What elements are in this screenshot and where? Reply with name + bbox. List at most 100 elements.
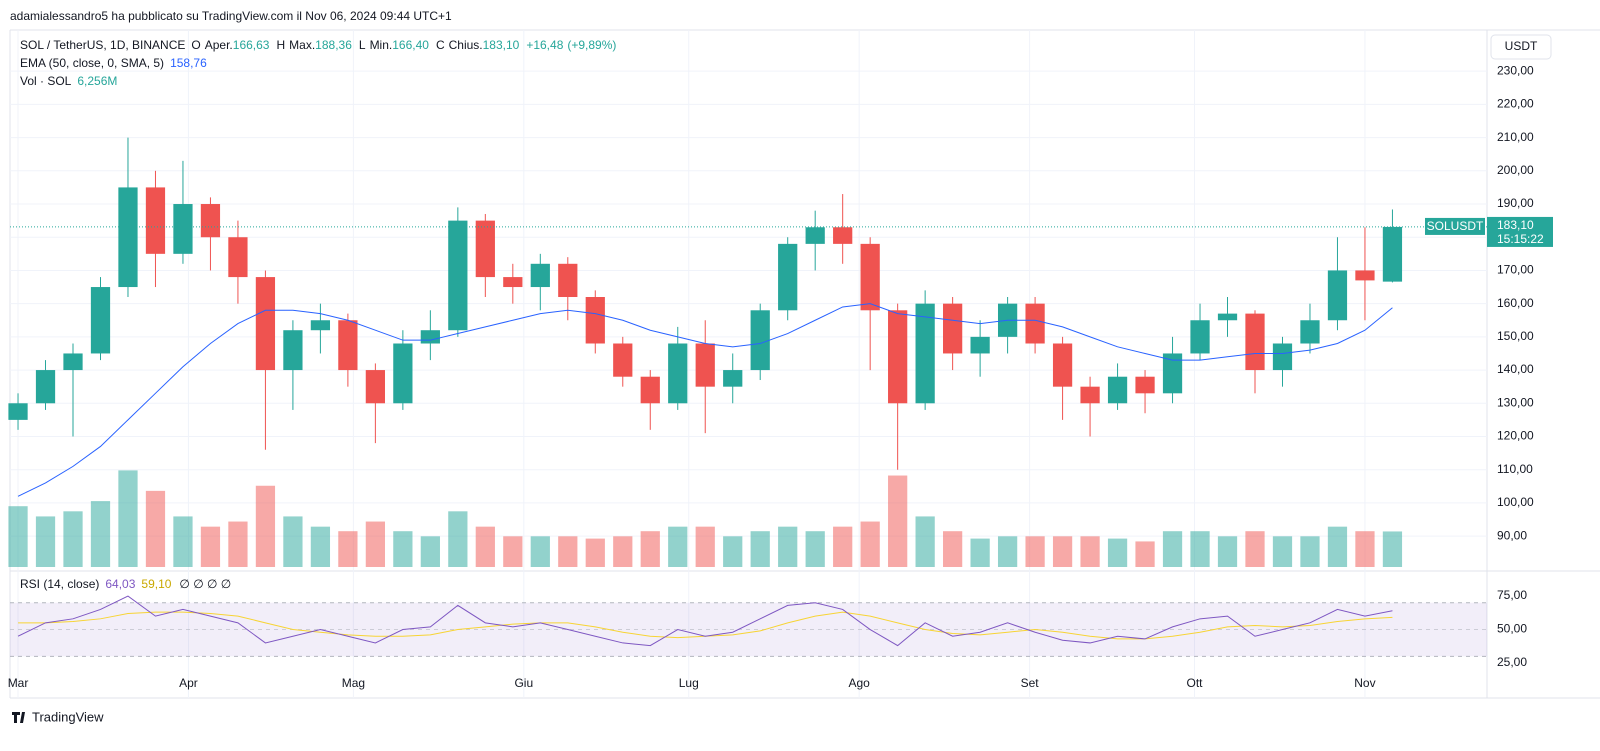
legend-ohlc-name: O (191, 38, 200, 52)
volume-bar (90, 501, 111, 567)
x-tick-label: Giu (514, 676, 533, 690)
legend-ohlc-name: L (359, 38, 366, 52)
volume-bar (475, 526, 495, 567)
volume-value: 6,256M (77, 74, 117, 88)
rsi-tick-label: 75,00 (1497, 588, 1527, 602)
volume-bar (310, 526, 331, 567)
candle-body (860, 243, 880, 311)
y-tick-label: 210,00 (1497, 130, 1534, 144)
volume-bar (1217, 536, 1238, 567)
volume-bar (750, 531, 770, 567)
candle-body (1217, 313, 1238, 321)
volume-bar (695, 526, 715, 567)
candle-body (448, 220, 468, 331)
volume-bar (145, 490, 166, 567)
currency-box[interactable] (1490, 34, 1552, 60)
x-tick-label: Set (1021, 676, 1040, 690)
candle-body (90, 287, 111, 354)
candle-body (585, 297, 605, 344)
candle-body (695, 343, 715, 387)
volume-bar (1327, 526, 1348, 567)
candle-body (1190, 320, 1210, 354)
legend-ohlc-label: Max. (289, 38, 315, 52)
candle-body (35, 370, 56, 404)
legend-ohlc-name: C (436, 38, 445, 52)
candle-body (393, 343, 413, 404)
candle-body (1382, 226, 1403, 282)
y-tick-label: 220,00 (1497, 97, 1534, 111)
symbol-tag: SOLUSDT (1427, 219, 1484, 233)
rsi-tick-label: 50,00 (1497, 622, 1527, 636)
candle-body (310, 320, 331, 331)
candle-body (1272, 343, 1293, 371)
candle-body (283, 330, 303, 371)
volume-bar (173, 516, 193, 567)
brand: TradingView (32, 709, 104, 724)
candle-body (118, 187, 138, 288)
candle-body (723, 370, 743, 387)
legend-title: SOL / TetherUS, 1D, BINANCE (20, 38, 185, 52)
volume-legend: Vol · SOL (20, 74, 72, 88)
volume-bar (118, 470, 138, 567)
volume-bar (365, 521, 385, 567)
candle-body (668, 343, 688, 404)
volume-bar (1162, 531, 1183, 567)
x-tick-label: Mag (342, 676, 365, 690)
legend-ohlc-name: H (276, 38, 285, 52)
y-tick-label: 150,00 (1497, 329, 1534, 343)
rsi-extra: ∅ ∅ ∅ ∅ (179, 577, 231, 591)
candle-body (228, 237, 248, 278)
volume-bar (393, 531, 413, 567)
legend-change: +16,48 (526, 38, 563, 52)
currency[interactable]: USDT (1505, 39, 1538, 53)
candle-body (1162, 353, 1183, 394)
volume-bar (1080, 536, 1100, 567)
candle-body (943, 303, 963, 354)
volume-bar (860, 521, 880, 567)
symbol-box (1425, 217, 1485, 235)
x-tick-label: Ago (848, 676, 870, 690)
candle-body (1327, 270, 1348, 321)
y-tick-label: 90,00 (1497, 528, 1527, 542)
legend-ohlc-value: 166,63 (233, 38, 270, 52)
x-tick-label: Ott (1187, 676, 1204, 690)
candle-body (475, 220, 495, 278)
last-price-box (1487, 216, 1553, 247)
volume-bar (448, 511, 468, 567)
legend-ohlc-label: Aper. (205, 38, 233, 52)
rsi-value: 64,03 (105, 577, 135, 591)
candle-body (558, 263, 578, 298)
volume-bar (585, 538, 605, 567)
rsi-tick-label: 25,00 (1497, 655, 1527, 669)
candle-body (8, 403, 28, 420)
candle-body (1107, 376, 1128, 404)
volume-bar (558, 536, 578, 567)
volume-bar (228, 521, 248, 567)
x-tick-label: Lug (679, 676, 699, 690)
candle-body (255, 277, 276, 371)
x-tick-label: Apr (179, 676, 198, 690)
volume-bar (1052, 536, 1073, 567)
candle-body (1080, 386, 1100, 404)
publish-note: adamialessandro5 ha pubblicato su Tradin… (10, 9, 452, 23)
y-tick-label: 120,00 (1497, 429, 1534, 443)
volume-bar (723, 536, 743, 567)
y-tick-label: 200,00 (1497, 163, 1534, 177)
volume-bar (1107, 538, 1128, 567)
candle-body (1245, 313, 1265, 371)
last-price: 183,10 (1497, 218, 1534, 232)
candle-body (833, 227, 853, 244)
countdown: 15:15:22 (1497, 232, 1544, 246)
volume-bar (833, 526, 853, 567)
volume-bar (888, 475, 908, 567)
candle-body (1300, 320, 1320, 344)
y-tick-label: 140,00 (1497, 362, 1534, 376)
candle-body (970, 336, 990, 354)
y-tick-label: 130,00 (1497, 395, 1534, 409)
candle-body (530, 263, 550, 288)
volume-bar (970, 538, 990, 567)
volume-bar (338, 531, 358, 567)
volume-bar (997, 536, 1018, 567)
candle-body (145, 187, 166, 254)
